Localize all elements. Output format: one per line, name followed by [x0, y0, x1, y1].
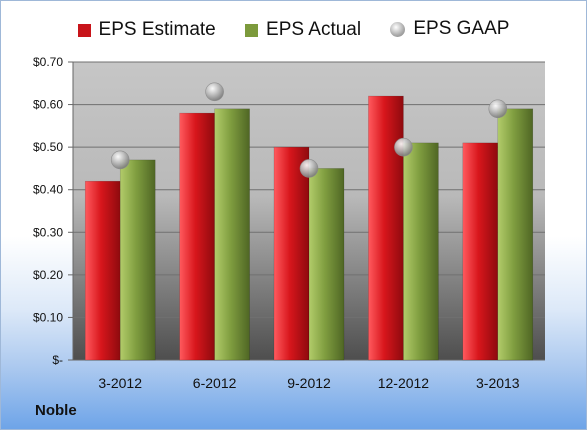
legend-item-eps-gaap: EPS GAAP — [390, 18, 509, 40]
chart-legend: EPS Estimate EPS Actual EPS GAAP — [1, 18, 586, 43]
legend-label-eps-actual: EPS Actual — [266, 19, 362, 40]
y-tick-label: $0.30 — [33, 225, 63, 239]
x-tick-label: 3-2013 — [476, 375, 520, 391]
legend-item-eps-estimate: EPS Estimate — [77, 19, 216, 41]
y-tick-label: $0.10 — [33, 310, 63, 324]
marker-eps-gaap — [205, 82, 224, 102]
legend-swatch-eps-estimate — [77, 23, 91, 37]
bar-eps-estimate — [462, 142, 499, 361]
legend-swatch-eps-actual — [245, 23, 259, 37]
marker-eps-gaap — [299, 159, 319, 178]
bar-eps-actual — [214, 108, 250, 361]
x-tick-label: 9-2012 — [287, 375, 331, 391]
y-tick-label: $0.40 — [33, 183, 63, 197]
bar-eps-actual — [308, 168, 345, 361]
legend-swatch-eps-gaap — [390, 21, 406, 37]
bar-eps-estimate — [273, 146, 310, 361]
x-tick-label: 6-2012 — [193, 375, 237, 391]
y-tick-label: $0.20 — [33, 268, 63, 282]
y-tick-label: $0.60 — [33, 98, 63, 112]
marker-eps-gaap — [110, 150, 130, 170]
y-tick-label: $0.70 — [33, 55, 63, 69]
x-tick-label: 3-2012 — [98, 375, 142, 391]
bar-eps-actual — [119, 159, 156, 361]
bar-eps-actual — [497, 108, 534, 361]
bar-eps-actual — [403, 142, 439, 361]
legend-label-eps-gaap: EPS GAAP — [413, 18, 510, 39]
brand-label: Noble — [35, 402, 77, 419]
bar-eps-estimate — [84, 180, 121, 361]
legend-label-eps-estimate: EPS Estimate — [98, 19, 216, 40]
bar-eps-estimate — [179, 112, 215, 361]
marker-eps-gaap — [488, 99, 508, 119]
x-tick-label: 12-2012 — [378, 375, 430, 391]
y-tick-label: $- — [52, 353, 63, 367]
y-tick-label: $0.50 — [33, 140, 63, 154]
bar-eps-estimate — [368, 95, 404, 361]
legend-item-eps-actual: EPS Actual — [245, 19, 361, 41]
marker-eps-gaap — [394, 137, 413, 157]
